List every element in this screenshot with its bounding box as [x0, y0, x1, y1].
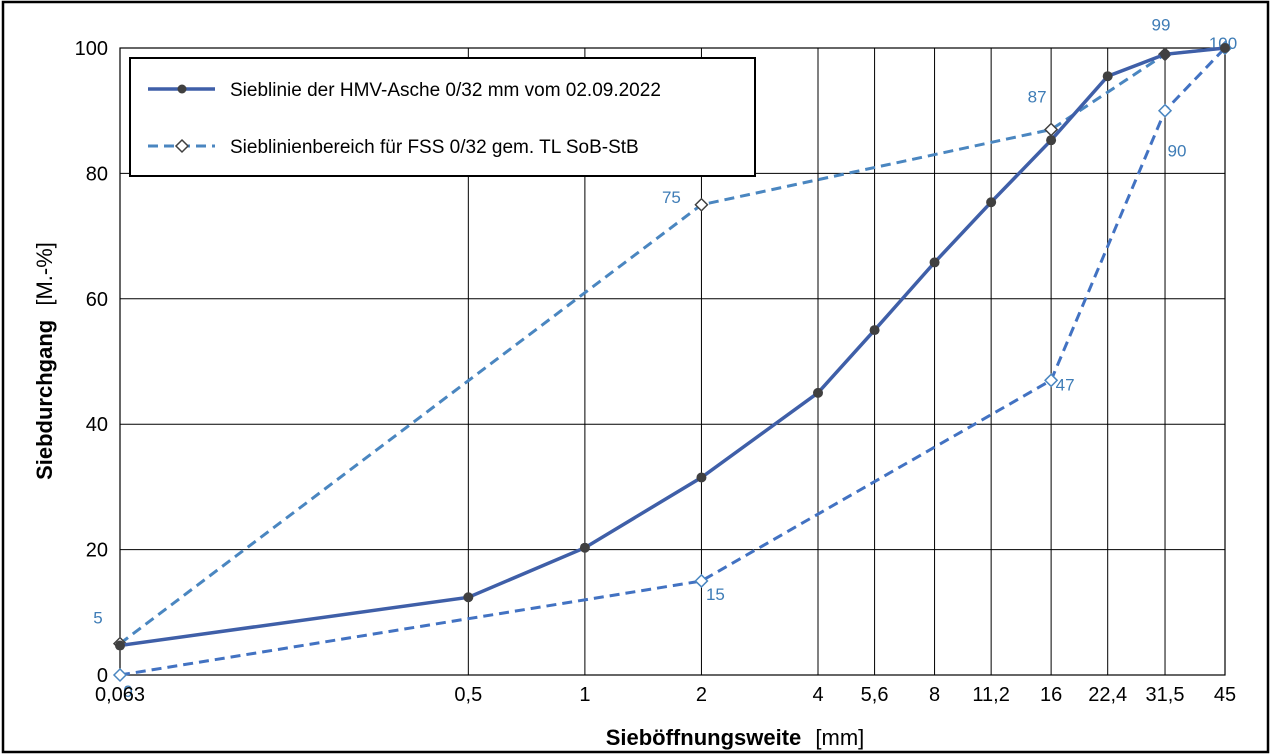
legend: Sieblinie der HMV-Asche 0/32 mm vom 02.0…	[130, 58, 755, 176]
x-tick-label: 2	[696, 684, 707, 706]
data-point-0	[580, 543, 590, 553]
x-tick-label: 0,063	[95, 684, 145, 706]
y-tick-label: 20	[86, 540, 108, 562]
y-tick-label: 40	[86, 414, 108, 436]
x-tick-label: 16	[1040, 684, 1062, 706]
y-axis-title-unit: [M.-%]	[32, 242, 57, 306]
data-label-2: 47	[1056, 375, 1075, 394]
x-axis-title: Sieböffnungsweite [mm]	[606, 725, 865, 750]
x-tick-label: 22,4	[1088, 684, 1127, 706]
y-tick-label: 60	[86, 289, 108, 311]
data-point-0	[463, 592, 473, 602]
data-point-0	[930, 257, 940, 267]
data-label-1: 5	[93, 609, 102, 628]
y-axis-title-text: Siebdurchgang	[32, 320, 57, 480]
y-axis-title: Siebdurchgang [M.-%]	[32, 242, 57, 480]
x-tick-label: 11,2	[972, 684, 1009, 706]
data-point-0	[1220, 43, 1230, 53]
legend-marker-sieblinie	[178, 85, 187, 94]
x-tick-label: 1	[579, 684, 590, 706]
data-point-0	[1046, 135, 1056, 145]
y-tick-label: 80	[86, 163, 108, 185]
data-label-1: 75	[662, 188, 681, 207]
data-point-0	[870, 325, 880, 335]
y-tick-label: 100	[75, 38, 108, 60]
legend-label-sieblinienbereich: Sieblinienbereich für FSS 0/32 gem. TL S…	[230, 137, 639, 158]
x-tick-label: 45	[1214, 684, 1236, 706]
data-label-1: 87	[1028, 88, 1047, 107]
data-point-0	[115, 641, 125, 651]
x-tick-label: 8	[929, 684, 940, 706]
data-point-0	[813, 388, 823, 398]
data-point-0	[1103, 71, 1113, 81]
data-point-0	[696, 472, 706, 482]
data-label-2: 15	[706, 585, 725, 604]
data-label-2: 90	[1168, 142, 1187, 161]
x-tick-label: 5,6	[861, 684, 889, 706]
x-tick-label: 4	[812, 684, 823, 706]
x-axis-title-text: Sieböffnungsweite	[606, 725, 802, 750]
x-axis-title-unit: [mm]	[815, 725, 864, 750]
data-point-0	[986, 197, 996, 207]
data-label-1: 99	[1152, 15, 1171, 34]
x-tick-label: 0,5	[454, 684, 482, 706]
legend-box	[130, 58, 755, 176]
data-point-0	[1160, 49, 1170, 59]
legend-label-sieblinie: Sieblinie der HMV-Asche 0/32 mm vom 02.0…	[230, 80, 661, 101]
x-tick-label: 31,5	[1146, 684, 1185, 706]
